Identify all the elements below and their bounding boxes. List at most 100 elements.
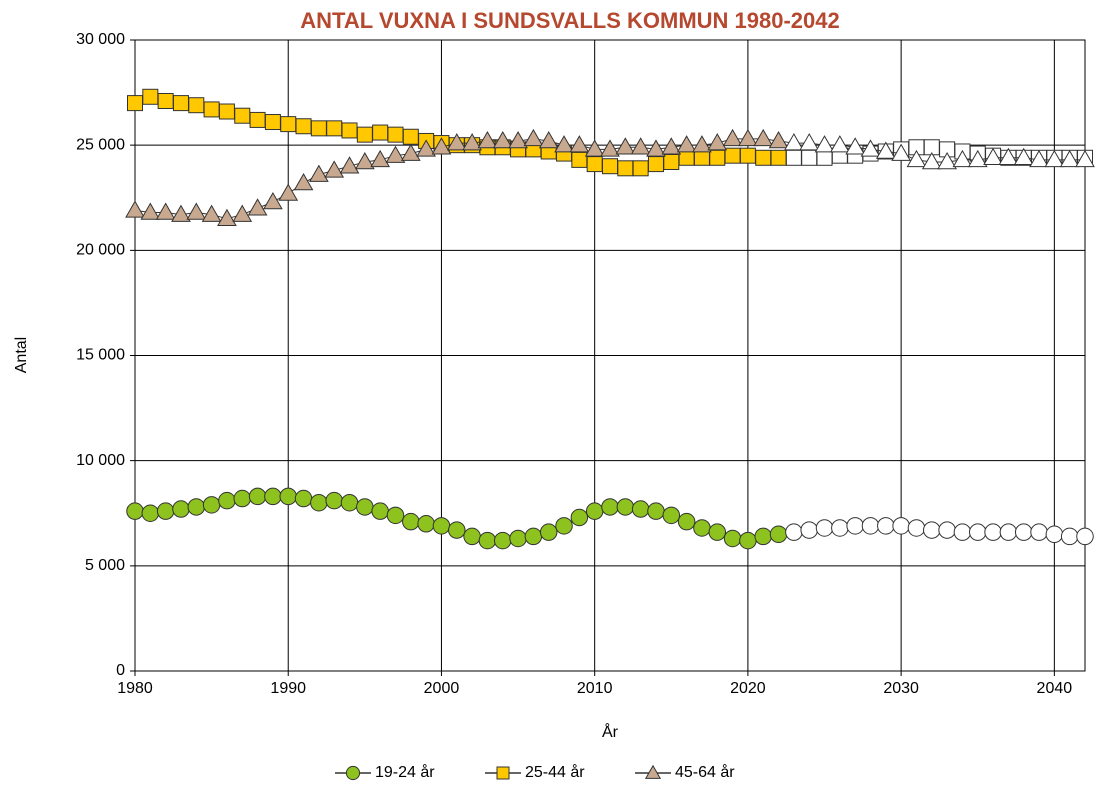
marker <box>156 502 175 520</box>
marker <box>172 500 190 518</box>
marker <box>967 149 988 168</box>
legend-label: 19-24 år <box>375 763 435 781</box>
marker <box>509 529 527 548</box>
marker <box>600 139 620 157</box>
marker <box>431 137 452 155</box>
marker <box>142 88 159 105</box>
chart-title: ANTAL VUXNA I SUNDSVALLS KOMMUN 1980-204… <box>300 8 840 33</box>
marker <box>538 130 559 149</box>
marker <box>906 149 927 168</box>
marker <box>892 517 910 535</box>
marker <box>861 517 880 535</box>
marker <box>877 517 895 535</box>
marker <box>247 198 268 216</box>
marker <box>755 149 772 166</box>
marker <box>264 487 282 506</box>
marker <box>386 506 405 525</box>
marker <box>493 531 512 550</box>
marker <box>983 147 1003 166</box>
marker <box>1013 147 1034 166</box>
marker <box>1059 149 1080 168</box>
marker <box>753 128 774 147</box>
marker <box>723 529 742 548</box>
x-tick-label: 2000 <box>424 680 460 697</box>
marker <box>201 204 222 222</box>
marker <box>631 500 650 518</box>
marker <box>571 151 588 168</box>
marker <box>722 128 743 147</box>
marker <box>539 523 558 541</box>
marker <box>647 156 664 173</box>
marker <box>569 135 590 153</box>
marker <box>554 135 574 153</box>
marker <box>601 498 619 516</box>
marker <box>354 151 375 170</box>
marker <box>371 502 389 520</box>
marker <box>234 107 251 124</box>
marker <box>279 487 297 506</box>
y-tick-label: 20 000 <box>76 242 125 259</box>
marker <box>693 519 711 537</box>
x-tick-label: 2020 <box>730 680 766 697</box>
marker <box>1044 149 1065 168</box>
marker <box>326 120 343 137</box>
marker <box>785 149 802 166</box>
marker <box>141 504 160 522</box>
y-axis-label: Antal <box>13 337 30 373</box>
marker <box>677 512 696 531</box>
marker <box>478 531 497 550</box>
marker <box>248 487 267 506</box>
x-tick-label: 2030 <box>883 680 919 697</box>
marker <box>800 521 818 539</box>
marker <box>816 149 833 166</box>
marker <box>263 191 283 210</box>
marker <box>140 202 161 220</box>
marker <box>770 149 787 166</box>
marker <box>617 160 634 177</box>
marker <box>678 149 695 166</box>
marker <box>186 202 207 220</box>
marker <box>280 116 297 133</box>
marker <box>938 521 956 539</box>
marker <box>1014 523 1033 541</box>
marker <box>218 103 235 120</box>
marker <box>615 137 636 155</box>
marker <box>295 118 312 135</box>
marker <box>585 502 604 520</box>
marker <box>707 133 728 151</box>
marker <box>310 120 327 137</box>
marker <box>586 156 603 173</box>
marker <box>616 498 635 516</box>
marker <box>402 128 419 145</box>
legend-label: 25-44 år <box>525 763 585 781</box>
marker <box>432 517 451 535</box>
x-tick-label: 1980 <box>117 680 153 697</box>
marker <box>754 527 772 546</box>
y-tick-label: 5 000 <box>85 557 125 574</box>
marker <box>814 135 835 153</box>
marker <box>477 130 498 149</box>
marker <box>1060 527 1079 546</box>
marker <box>278 183 299 201</box>
marker <box>188 97 205 114</box>
x-tick-label: 2010 <box>577 680 613 697</box>
marker <box>155 202 176 220</box>
marker <box>630 137 651 155</box>
marker <box>632 160 649 177</box>
marker <box>126 502 144 520</box>
marker <box>1030 523 1048 541</box>
y-tick-label: 30 000 <box>76 31 125 48</box>
y-tick-label: 15 000 <box>76 347 125 364</box>
marker <box>845 137 866 155</box>
x-tick-label: 1990 <box>270 680 306 697</box>
marker <box>171 204 191 222</box>
marker <box>1029 149 1049 168</box>
marker <box>157 92 174 109</box>
marker <box>739 147 756 164</box>
marker <box>907 519 926 537</box>
marker <box>998 147 1019 166</box>
legend-marker <box>496 766 510 780</box>
marker <box>860 139 881 157</box>
marker <box>875 141 896 159</box>
marker <box>646 139 666 157</box>
